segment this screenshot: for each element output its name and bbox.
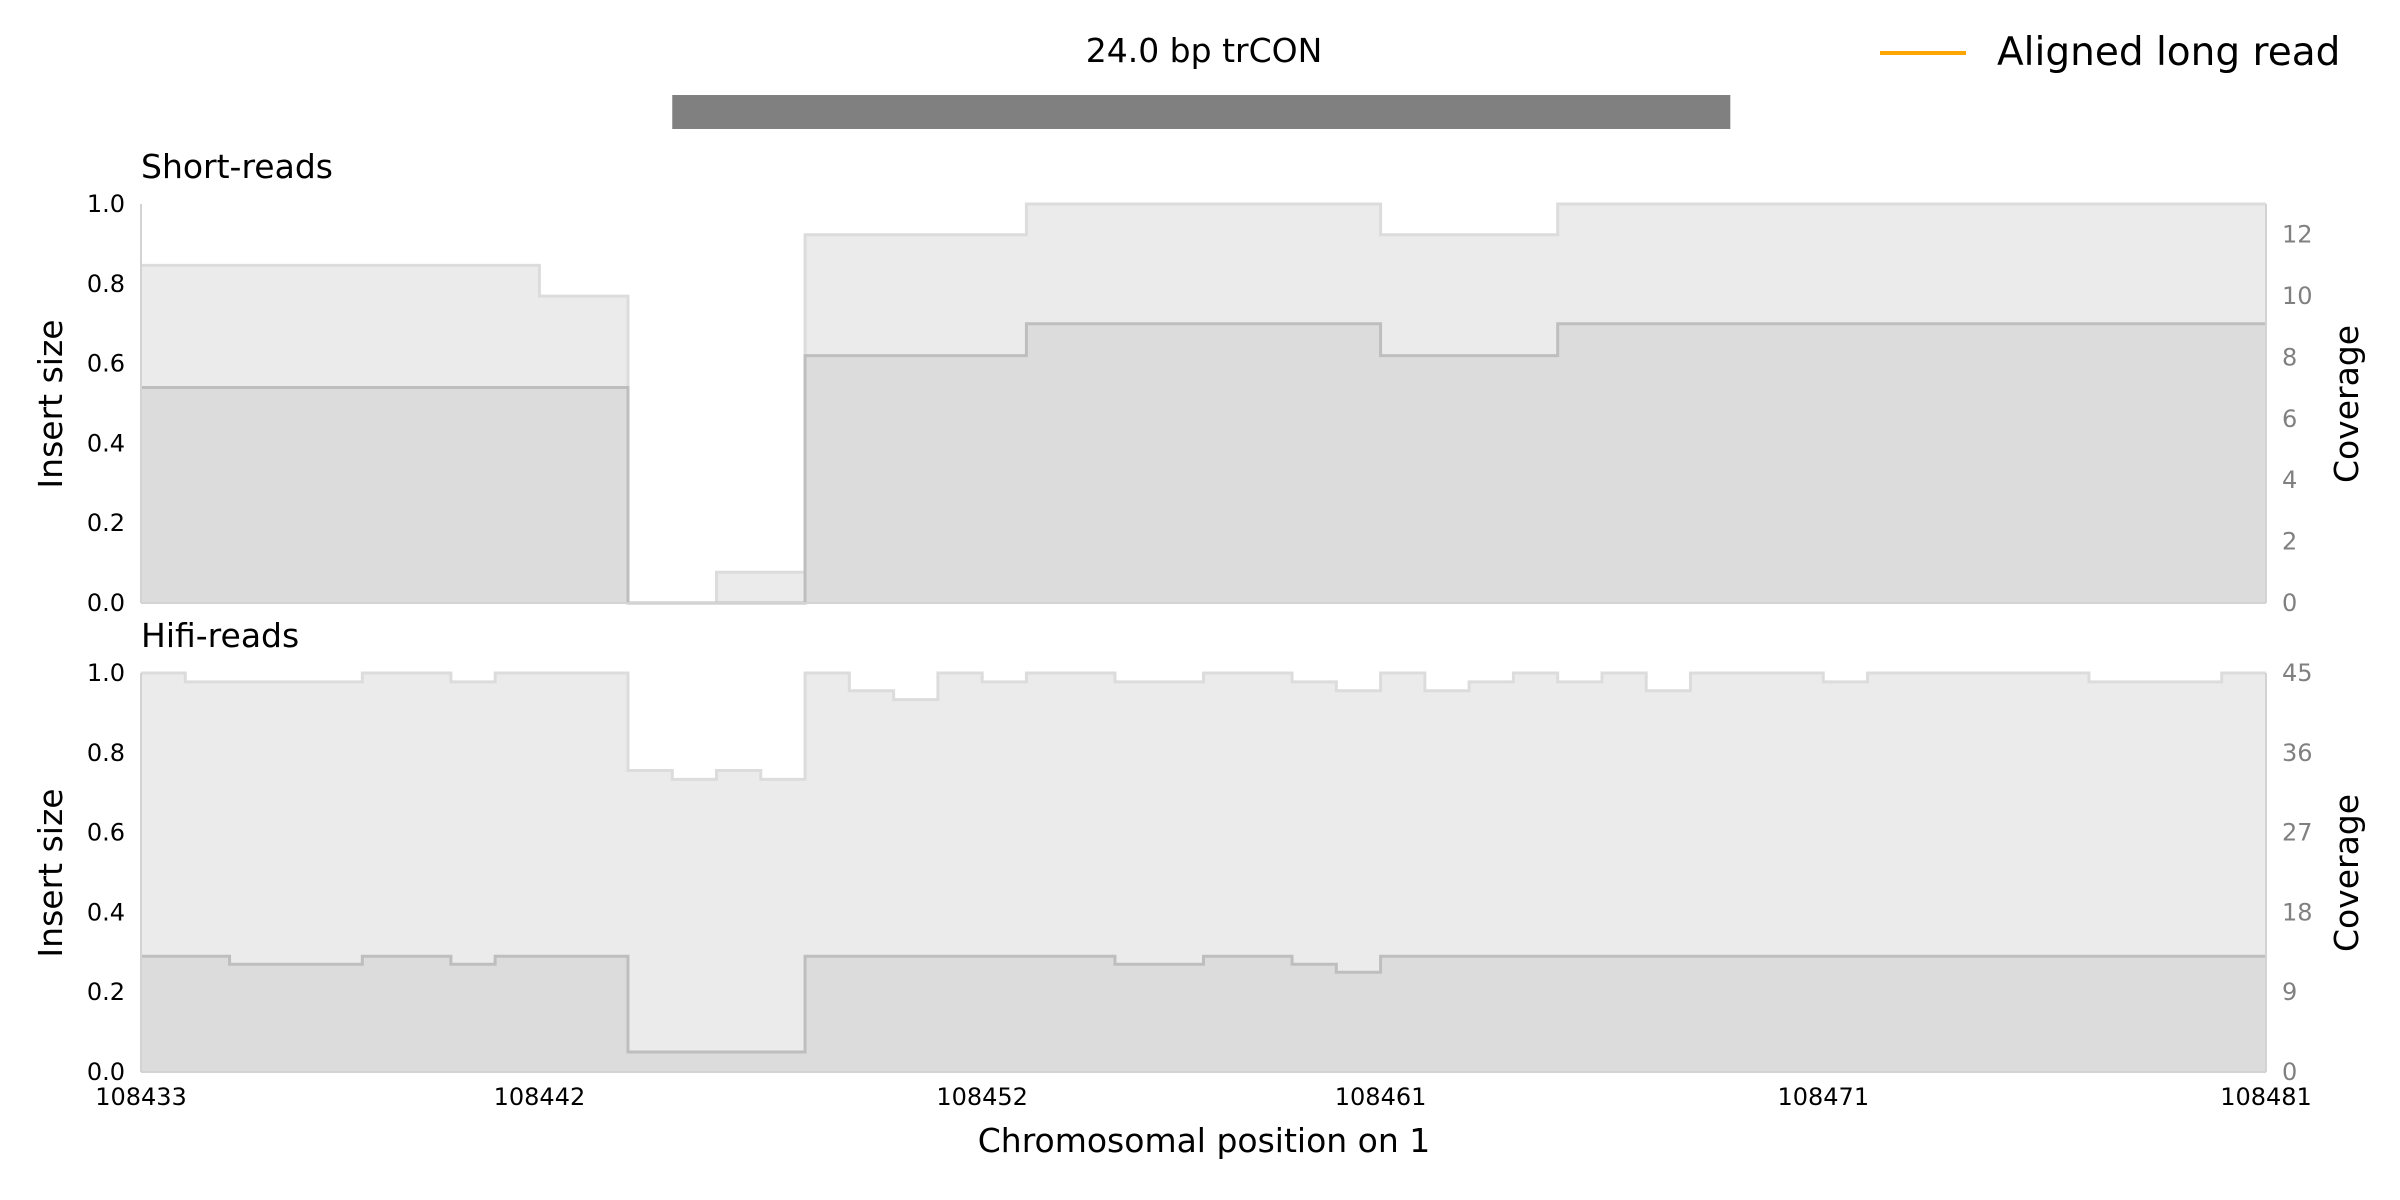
insert-size-line (141, 322, 2266, 605)
left-y-tick-label: 0.6 (87, 819, 125, 847)
x-tick-label: 108433 (95, 1083, 187, 1111)
chart-title: 24.0 bp trCON (1086, 31, 1323, 70)
left-y-tick-label: 0.0 (87, 589, 125, 617)
left-y-axis-ticks: 0.0 0.2 0.4 0.6 0.8 1.0 (87, 190, 125, 617)
panel-title: Short-reads (141, 147, 333, 186)
axes-spines (140, 204, 2267, 604)
right-y-tick-label: 18 (2282, 898, 2313, 926)
right-y-tick-label: 27 (2282, 819, 2313, 847)
right-y-tick-label: 10 (2282, 282, 2313, 310)
left-y-tick-label: 0.4 (87, 898, 125, 926)
x-axis-ticks: 108433 108442 108452 108461 108471 108481 (95, 1083, 2312, 1111)
right-y-tick-label: 36 (2282, 739, 2313, 767)
right-y-axis-label: Coverage (2327, 794, 2366, 952)
right-y-tick-label: 8 (2282, 343, 2297, 371)
x-tick-label: 108481 (2220, 1083, 2312, 1111)
right-y-tick-label: 45 (2282, 659, 2313, 687)
insert-size-area (141, 956, 2266, 1072)
insert-size-area (141, 323, 2266, 603)
hifi-reads-panel: Hifi-reads 0.0 0.2 0.4 0.6 0.8 1.0 0 9 18 27 36 45… (31, 616, 2366, 1086)
x-tick-label: 108442 (494, 1083, 586, 1111)
left-y-tick-label: 0.2 (87, 509, 125, 537)
insert-size-series (141, 954, 2266, 1072)
x-tick-label: 108452 (936, 1083, 1028, 1111)
right-y-tick-label: 6 (2282, 405, 2297, 433)
left-y-tick-label: 0.0 (87, 1058, 125, 1086)
left-y-tick-label: 0.8 (87, 270, 125, 298)
x-tick-label: 108471 (1777, 1083, 1869, 1111)
axes-spines (140, 673, 2267, 1073)
panel-title: Hifi-reads (141, 616, 299, 655)
right-y-tick-label: 9 (2282, 978, 2297, 1006)
short-reads-panel: Short-reads 0.0 0.2 0.4 0.6 0.8 1.0 0 2 4 6 8 10 12… (31, 147, 2366, 617)
insert-size-series (141, 322, 2266, 605)
left-y-tick-label: 0.6 (87, 350, 125, 378)
right-y-tick-label: 0 (2282, 589, 2297, 617)
right-y-tick-label: 12 (2282, 221, 2313, 249)
left-y-tick-label: 1.0 (87, 659, 125, 687)
right-y-tick-label: 0 (2282, 1058, 2297, 1086)
right-y-tick-label: 4 (2282, 466, 2297, 494)
x-tick-label: 108461 (1335, 1083, 1427, 1111)
right-y-axis-ticks: 0 9 18 27 36 45 (2282, 659, 2313, 1086)
left-y-tick-label: 0.2 (87, 978, 125, 1006)
right-y-axis-label: Coverage (2327, 325, 2366, 483)
legend-label: Aligned long read (1997, 30, 2340, 75)
legend: Aligned long read (1880, 30, 2340, 75)
insert-size-line (141, 954, 2266, 1054)
right-y-tick-label: 2 (2282, 528, 2297, 556)
left-y-axis-ticks: 0.0 0.2 0.4 0.6 0.8 1.0 (87, 659, 125, 1086)
left-y-axis-label: Insert size (31, 788, 70, 957)
left-y-axis-label: Insert size (31, 319, 70, 488)
left-y-tick-label: 1.0 (87, 190, 125, 218)
x-axis-label: Chromosomal position on 1 (978, 1121, 1431, 1160)
trcon-region-bar (672, 95, 1731, 129)
coverage-line (141, 671, 2266, 781)
left-y-tick-label: 0.8 (87, 739, 125, 767)
left-y-tick-label: 0.4 (87, 429, 125, 457)
right-y-axis-ticks: 0 2 4 6 8 10 12 (2282, 221, 2313, 617)
